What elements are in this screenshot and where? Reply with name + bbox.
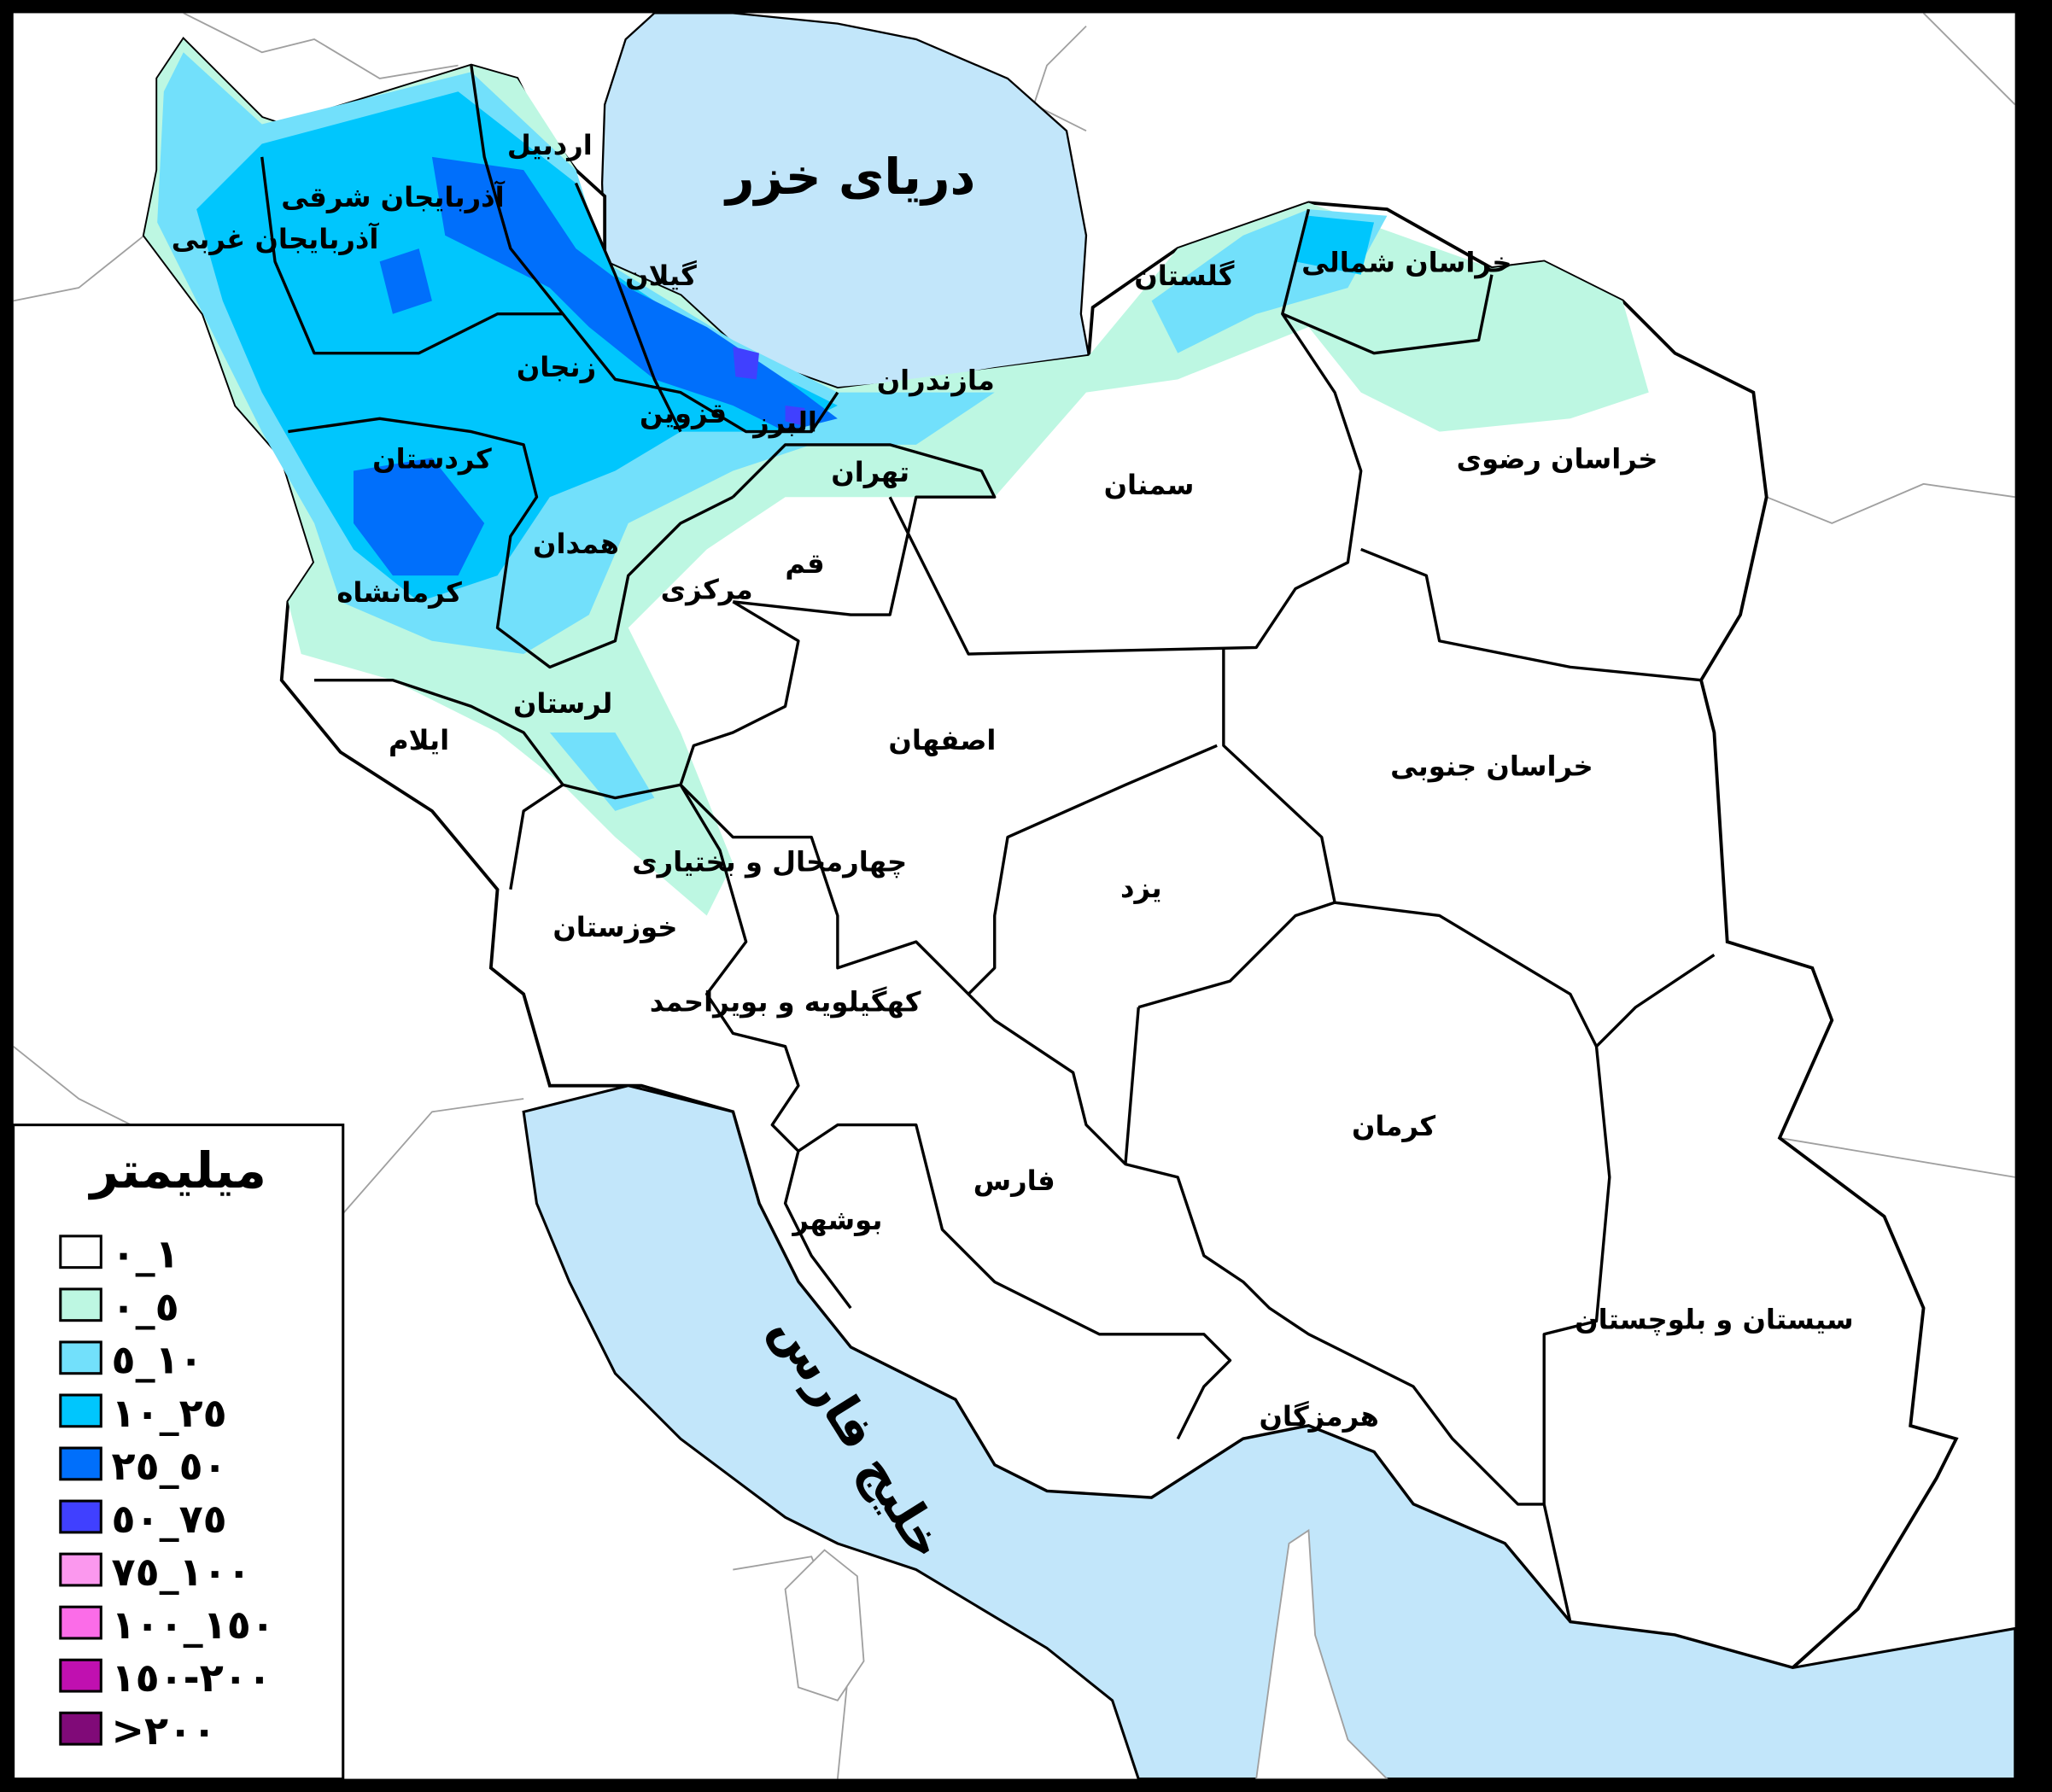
province-label-ilam: ایلام [389,724,449,756]
province-label-alborz: البرز [751,406,817,439]
province-label-markazi: مرکزی [661,574,753,606]
legend-swatch [59,1499,102,1534]
province-label-lorestan: لرستان [513,687,612,720]
province-label-south-khorasan: خراسان جنوبی [1390,750,1593,783]
province-label-gilan: گیلان [625,260,697,292]
province-label-fars: فارس [973,1165,1055,1197]
musandam-peninsula [1255,1528,1389,1780]
province-label-isfahan: اصفهان [888,724,996,756]
province-label-chaharmahal-bakhtiari: چهارمحال و بختیاری [632,845,907,878]
legend-label: ٥٠_٧٥ [112,1496,227,1542]
province-label-golestan: گلستان [1134,260,1234,292]
province-label-west-azerbaijan: آذربایجان غربی [172,222,380,255]
province-label-khuzestan: خوزستان [552,911,677,943]
legend-label: ٥_١٠ [112,1337,203,1383]
province-label-hamadan: همدان [533,528,619,560]
province-label-tehran: تهران [831,456,909,488]
legend-title: میلیمتر [88,1141,266,1200]
province-label-kohgiluyeh-boyer-ahmad: کهگیلویه و بویراحمد [650,985,921,1018]
persian-gulf [522,1084,2017,1781]
province-label-kurdistan: کردستان [372,442,492,475]
province-label-kermanshah: کرمانشاه [336,576,462,609]
province-label-qazvin: قزوین [640,397,727,429]
province-label-zanjan: زنجان [517,351,596,383]
province-label-ardabil: اردبیل [507,129,593,161]
province-label-qom: قم [785,547,824,580]
province-labels: اردبیل آذربایجان شرقی آذربایجان غربی گیل… [172,129,1854,1433]
legend-label: ١٠_٢٥ [112,1390,227,1436]
province-label-hormozgan: هرمزگان [1259,1400,1378,1433]
province-label-north-khorasan: خراسان شمالی [1301,247,1511,279]
province-label-bushehr: بوشهر [791,1204,882,1236]
legend-label: ١٠٠_١٥٠ [112,1602,275,1648]
province-label-kerman: کرمان [1352,1110,1435,1142]
legend-swatch [59,1711,102,1746]
legend-swatch [59,1235,102,1270]
qatar-peninsula [784,1549,865,1702]
legend-swatch [59,1287,102,1322]
province-boundaries [260,65,1716,1623]
legend-label: ٢٥_٥٠ [112,1443,227,1489]
legend-label: ٠_١ [112,1231,179,1277]
precip-50-75 [733,347,805,425]
province-label-semnan: سمنان [1104,469,1195,501]
legend-label: ١٥٠-٢٠٠ [112,1655,272,1701]
province-label-mazandaran: مازندران [877,365,995,397]
legend-swatch [59,1393,102,1428]
legend-swatch [59,1605,102,1640]
province-label-east-azerbaijan: آذربایجان شرقی [281,180,505,213]
legend-swatch [59,1446,102,1481]
legend-label: ٠_٥ [112,1284,179,1330]
legend-swatch [59,1658,102,1693]
legend: میلیمتر ٠_١ ٠_٥ ٥_١٠ ١٠_٢٥ ٢٥_٥٠ ٥٠_٧٥ ٧٥_١٠٠ ١… [12,1124,345,1781]
province-label-sistan-baluchestan: سیستان و بلوچستان [1575,1304,1853,1336]
legend-label: >٢٠٠ [112,1707,217,1754]
legend-swatch [59,1552,102,1587]
province-label-yazd: یزد [1120,872,1162,904]
caspian-sea-label: دریای خزر [723,148,975,207]
legend-label: ٧٥_١٠٠ [112,1549,251,1595]
legend-swatch [59,1340,102,1375]
province-label-razavi-khorasan: خراسان رضوی [1457,442,1658,475]
